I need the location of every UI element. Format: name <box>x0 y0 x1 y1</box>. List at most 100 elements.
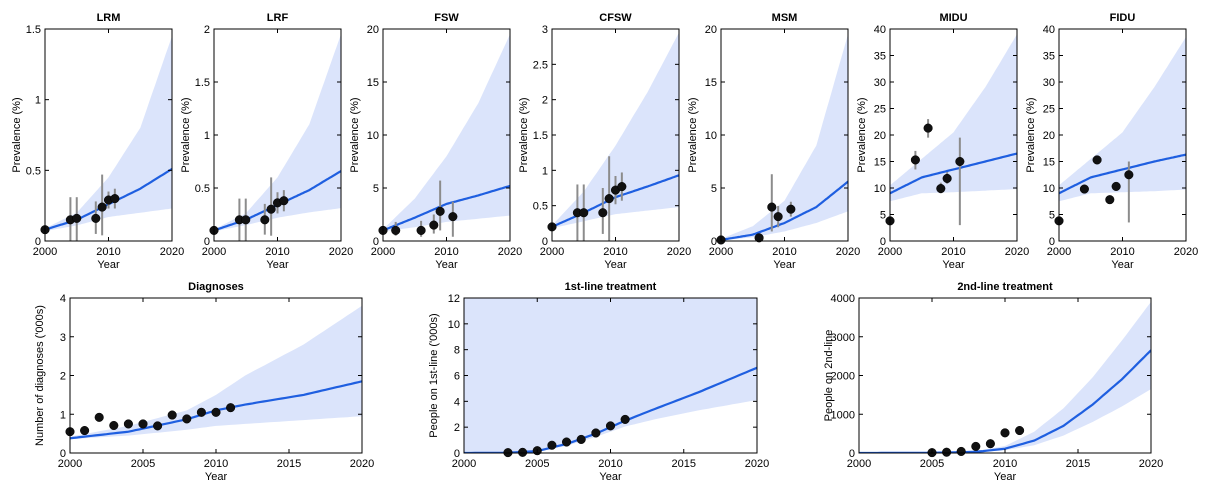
uncertainty-band <box>464 298 757 453</box>
data-point <box>1079 184 1089 194</box>
x-axis-label: Year <box>266 259 289 271</box>
y-tick-label: 25 <box>1043 104 1055 116</box>
y-tick-label: 4 <box>454 396 460 408</box>
y-tick-label: 15 <box>705 77 717 89</box>
y-axis-label: Prevalence (%) <box>518 97 530 172</box>
plot-area <box>1059 36 1186 223</box>
chart-title: Diagnoses <box>188 281 244 293</box>
data-point <box>279 196 289 206</box>
uncertainty-band <box>890 34 1017 202</box>
y-tick-label: 20 <box>1043 130 1055 142</box>
data-point <box>786 204 796 214</box>
uncertainty-band <box>214 34 341 232</box>
y-tick-label: 40 <box>1043 24 1055 36</box>
data-point <box>109 420 119 431</box>
data-point <box>167 410 177 420</box>
x-tick-label: 2000 <box>452 458 476 470</box>
y-tick-label: 5 <box>1049 210 1055 222</box>
y-tick-label: 35 <box>1043 51 1055 63</box>
y-axis-label: Prevalence (%) <box>11 97 23 172</box>
x-tick-label: 2020 <box>1005 246 1029 258</box>
x-tick-label: 2020 <box>329 246 353 258</box>
y-tick-label: 2.5 <box>533 59 548 71</box>
data-point <box>1105 195 1115 205</box>
y-tick-label: 15 <box>874 157 886 169</box>
x-tick-label: 2000 <box>202 246 226 258</box>
data-point <box>604 194 614 204</box>
chart-title: CFSW <box>599 12 632 24</box>
x-tick-label: 2000 <box>878 246 902 258</box>
y-tick-label: 1000 <box>831 409 855 421</box>
data-point <box>182 414 192 424</box>
data-point <box>923 123 933 133</box>
chart-title: FIDU <box>1110 12 1136 24</box>
data-point <box>576 434 586 444</box>
data-point <box>266 204 276 214</box>
chart-title: LRF <box>267 12 289 24</box>
y-tick-label: 30 <box>1043 77 1055 89</box>
y-tick-label: 2 <box>454 422 460 434</box>
x-tick-label: 2020 <box>1174 246 1198 258</box>
y-tick-label: 0 <box>542 236 548 248</box>
data-point <box>448 212 458 222</box>
chart-panel-3: 0 0.5 1 1.5 2 2.5 3 2000 2010 2020 CFSW Year Prevale… <box>518 12 691 271</box>
x-tick-label: 2015 <box>277 458 301 470</box>
y-tick-label: 5 <box>711 183 717 195</box>
y-tick-label: 2 <box>542 95 548 107</box>
uncertainty-band <box>70 305 362 440</box>
data-point <box>936 183 946 194</box>
x-tick-label: 2000 <box>847 458 871 470</box>
x-tick-label: 2005 <box>920 458 944 470</box>
data-point <box>91 213 101 223</box>
chart-panel-6: 0 5 10 15 20 25 30 35 40 2000 2010 2020 FIDU Year Prev… <box>1025 12 1198 271</box>
data-point <box>620 414 630 424</box>
data-point <box>241 215 251 225</box>
data-point <box>416 225 426 235</box>
chart-panel-4: 0 5 10 15 20 2000 2010 2020 MSM Year Prevalence (%… <box>687 12 860 271</box>
data-point <box>153 421 163 431</box>
data-point <box>591 428 601 438</box>
data-point <box>138 419 148 429</box>
x-tick-label: 2000 <box>58 458 82 470</box>
y-tick-label: 1 <box>60 409 66 421</box>
plot-area <box>552 32 679 241</box>
data-point <box>429 220 439 230</box>
x-tick-label: 2010 <box>265 246 289 258</box>
data-point <box>94 412 104 422</box>
y-tick-label: 1.5 <box>195 77 210 89</box>
y-tick-label: 0 <box>35 236 41 248</box>
x-tick-label: 2000 <box>540 246 564 258</box>
y-tick-label: 2 <box>60 371 66 383</box>
x-tick-label: 2010 <box>941 246 965 258</box>
y-tick-label: 40 <box>874 24 886 36</box>
y-tick-label: 0 <box>454 448 460 460</box>
y-tick-label: 4000 <box>831 293 855 305</box>
uncertainty-band <box>383 34 510 232</box>
data-point <box>211 407 221 417</box>
y-tick-label: 10 <box>367 130 379 142</box>
data-point <box>1111 181 1121 191</box>
data-point <box>598 208 608 218</box>
chart-title: LRM <box>97 12 121 24</box>
y-tick-label: 2 <box>204 24 210 36</box>
y-axis-label: Prevalence (%) <box>349 97 361 172</box>
x-tick-label: 2010 <box>993 458 1017 470</box>
data-point <box>547 440 557 450</box>
data-point <box>985 439 995 449</box>
y-tick-label: 3000 <box>831 332 855 344</box>
x-tick-label: 2000 <box>371 246 395 258</box>
x-tick-label: 2010 <box>603 246 627 258</box>
data-point <box>97 202 107 212</box>
x-tick-label: 2000 <box>33 246 57 258</box>
x-axis-label: Year <box>599 471 622 483</box>
model-curve <box>721 180 848 241</box>
data-point <box>562 437 572 447</box>
chart-panel-1: 0 0.5 1 1.5 2 2000 2010 2020 LRF Year Prevalence (… <box>180 12 353 271</box>
uncertainty-band <box>45 36 172 232</box>
data-point <box>391 225 401 235</box>
chart-panel-0: 0 0.5 1 1.5 2000 2010 2020 LRM Year Prevalence (%… <box>11 12 184 271</box>
y-tick-label: 0 <box>880 236 886 248</box>
y-tick-label: 1 <box>35 95 41 107</box>
y-tick-label: 1 <box>542 165 548 177</box>
data-point <box>942 447 952 457</box>
